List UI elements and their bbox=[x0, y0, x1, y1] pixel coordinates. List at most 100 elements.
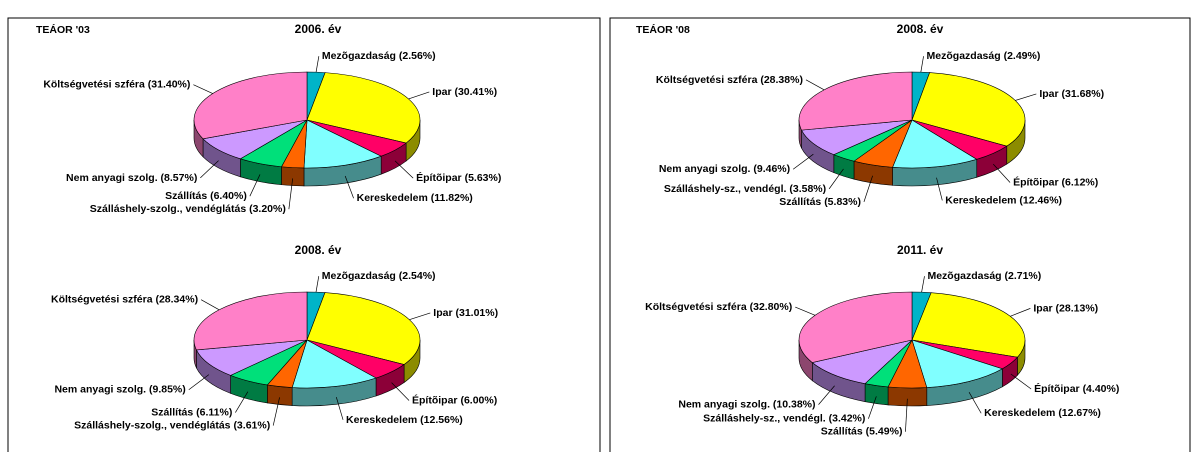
data-label: Mezõgazdaság (2.56%) bbox=[322, 50, 436, 62]
category-name: Szálláshely-szolg., vendéglátás bbox=[90, 203, 247, 215]
pie-side bbox=[281, 166, 305, 187]
data-label: Ipar (30.41%) bbox=[432, 86, 497, 98]
data-label: Nem anyagi szolg. (9.85%) bbox=[54, 384, 185, 396]
value-label: (28.38%) bbox=[760, 74, 803, 86]
category-name: Szállítás bbox=[821, 426, 863, 438]
data-label: Mezõgazdaság (2.49%) bbox=[927, 50, 1041, 62]
leader-line bbox=[818, 385, 835, 405]
category-name: Kereskedelem bbox=[984, 407, 1055, 419]
data-label: Szálláshely-szolg., vendéglátás (3.20%) bbox=[90, 203, 286, 215]
category-name: Nem anyagi szolg. bbox=[66, 172, 158, 184]
pie-tops bbox=[193, 71, 421, 169]
value-label: (6.12%) bbox=[1062, 176, 1099, 188]
data-label: Szállítás (6.40%) bbox=[165, 190, 247, 202]
pie-tops bbox=[193, 291, 421, 389]
category-name: Ipar bbox=[1039, 88, 1058, 100]
data-label: Ipar (31.01%) bbox=[433, 307, 498, 319]
value-label: (3.61%) bbox=[233, 419, 270, 431]
value-label: (6.11%) bbox=[196, 406, 232, 418]
category-name: Szállítás bbox=[151, 406, 193, 418]
data-label: Nem anyagi szolg. (8.57%) bbox=[66, 172, 197, 184]
data-label: Mezõgazdaság (2.71%) bbox=[927, 270, 1041, 282]
data-label: Nem anyagi szolg. (9.46%) bbox=[659, 163, 790, 175]
leader-line bbox=[315, 56, 320, 73]
value-label: (4.40%) bbox=[1083, 383, 1120, 395]
chart-title: 2006. év bbox=[295, 22, 342, 36]
pie-slice bbox=[291, 339, 377, 389]
data-label: Szálláshely-szolg., vendéglátás (3.61%) bbox=[74, 419, 270, 431]
chart-title: 2008. év bbox=[897, 22, 944, 36]
data-label: Költségvetési szféra (32.80%) bbox=[645, 301, 792, 313]
data-label: Mezõgazdaság (2.54%) bbox=[322, 270, 436, 282]
leader-line bbox=[315, 276, 320, 293]
data-label: Ipar (31.68%) bbox=[1039, 88, 1104, 100]
category-name: Nem anyagi szolg. bbox=[678, 398, 770, 410]
value-label: (28.13%) bbox=[1056, 302, 1099, 314]
value-label: (3.42%) bbox=[829, 413, 866, 425]
value-label: (3.20%) bbox=[249, 203, 286, 215]
category-name: Mezõgazdaság bbox=[322, 270, 396, 282]
leader-line bbox=[200, 160, 219, 179]
category-name: Ipar bbox=[1033, 302, 1052, 314]
leader-line bbox=[1010, 308, 1031, 317]
data-label: Nem anyagi szolg. (10.38%) bbox=[678, 398, 815, 410]
pie-slice bbox=[306, 72, 421, 144]
category-name: Építõipar bbox=[1034, 382, 1080, 395]
leader-line bbox=[795, 306, 816, 316]
data-label: Kereskedelem (12.46%) bbox=[945, 194, 1062, 206]
pie-side bbox=[267, 384, 293, 406]
category-name: Építõipar bbox=[1013, 175, 1059, 188]
category-name: Kereskedelem bbox=[346, 414, 417, 426]
value-label: (2.54%) bbox=[399, 270, 436, 282]
leader-line bbox=[249, 174, 261, 197]
leader-line bbox=[188, 374, 210, 391]
value-label: (6.40%) bbox=[210, 190, 247, 202]
leader-line bbox=[920, 56, 924, 73]
value-label: (2.56%) bbox=[399, 50, 436, 62]
leader-line bbox=[344, 175, 354, 199]
category-name: Költségvetési szféra bbox=[51, 294, 153, 306]
category-name: Költségvetési szféra bbox=[43, 78, 145, 90]
panel-label: TEÁOR '03 bbox=[36, 23, 90, 36]
leader-line bbox=[792, 153, 814, 170]
pie-tops bbox=[798, 291, 1026, 389]
category-name: Nem anyagi szolg. bbox=[54, 384, 146, 396]
category-name: Mezõgazdaság bbox=[927, 50, 1001, 62]
data-label: Szálláshely-sz., vendégl. (3.58%) bbox=[664, 183, 826, 195]
data-label: Építõipar (6.00%) bbox=[412, 393, 497, 406]
leader-line bbox=[863, 175, 873, 202]
value-label: (12.56%) bbox=[420, 414, 463, 426]
value-label: (31.01%) bbox=[455, 307, 498, 319]
leader-line bbox=[200, 299, 220, 311]
value-label: (32.80%) bbox=[750, 301, 793, 313]
leader-line bbox=[272, 397, 280, 426]
category-name: Mezõgazdaság bbox=[927, 270, 1001, 282]
pie-slice bbox=[892, 119, 978, 169]
value-label: (2.71%) bbox=[1005, 270, 1042, 282]
pie-sides bbox=[193, 119, 421, 187]
pie-slice bbox=[798, 71, 913, 131]
value-label: (28.34%) bbox=[155, 294, 198, 306]
chart-title: 2011. év bbox=[897, 243, 943, 257]
category-name: Ipar bbox=[432, 86, 451, 98]
pie-slice bbox=[193, 291, 308, 351]
leader-line bbox=[394, 160, 414, 179]
leader-line bbox=[992, 163, 1011, 183]
pie-tops bbox=[798, 71, 1026, 169]
data-label: Építõipar (6.12%) bbox=[1013, 175, 1098, 188]
value-label: (11.82%) bbox=[431, 192, 473, 204]
value-label: (5.63%) bbox=[465, 172, 502, 184]
pie-slice bbox=[798, 291, 913, 363]
leader-line bbox=[1010, 373, 1032, 390]
value-label: (30.41%) bbox=[454, 86, 497, 98]
data-label: Szállítás (5.49%) bbox=[821, 426, 903, 438]
leader-line bbox=[1015, 93, 1037, 101]
value-label: (9.85%) bbox=[149, 384, 186, 396]
value-label: (31.68%) bbox=[1062, 88, 1105, 100]
category-name: Kereskedelem bbox=[357, 192, 428, 204]
value-label: (31.40%) bbox=[148, 78, 191, 90]
leader-line bbox=[921, 276, 925, 293]
value-label: (12.46%) bbox=[1019, 194, 1062, 206]
leader-line bbox=[805, 79, 825, 91]
